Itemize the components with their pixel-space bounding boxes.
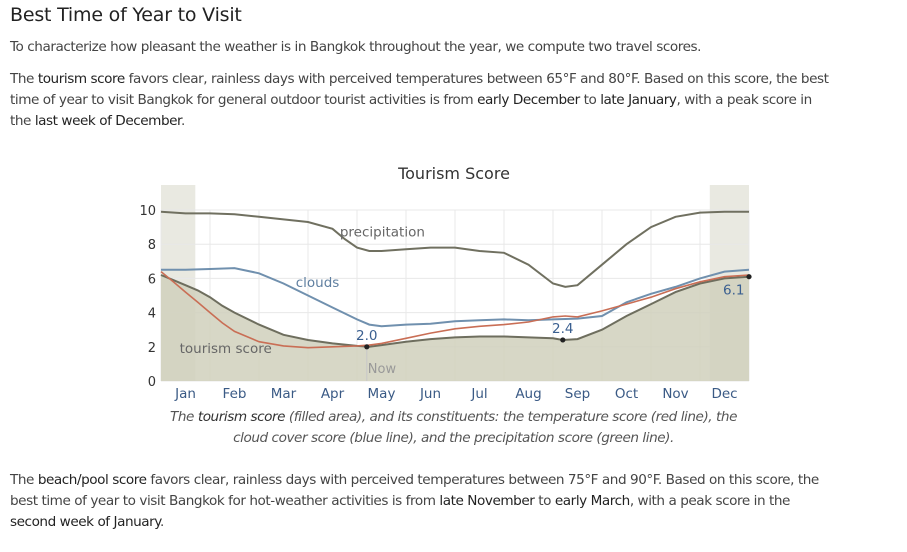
- x-axis: Jan Feb Mar Apr May Jun Jul Aug Sep Oct Nov Dec: [174, 386, 737, 402]
- text-segment: .: [159, 514, 164, 530]
- highlight-text: late January: [600, 92, 677, 108]
- annotations: 2.0 2.4 6.1: [356, 274, 752, 350]
- precipitation-label: precipitation: [340, 225, 425, 241]
- text-segment: .: [180, 113, 185, 129]
- chart-caption: The tourism score (filled area), and its…: [0, 407, 907, 449]
- annotation-label: 6.1: [723, 283, 744, 299]
- beach-score-paragraph: The beach/pool score favors clear, rainl…: [10, 470, 890, 533]
- highlight-text: late November: [439, 493, 535, 509]
- x-tick-label: May: [368, 386, 396, 402]
- temperature-line: [160, 270, 750, 349]
- text-segment: favors clear, rainless days with perceiv…: [146, 472, 819, 488]
- highlight-text: tourism score: [37, 71, 125, 87]
- annotation-label: 2.0: [356, 328, 377, 344]
- highlight-text: second week of January: [10, 514, 160, 530]
- x-tick-label: Nov: [662, 386, 688, 402]
- series-labels: precipitation clouds tourism score: [180, 225, 425, 357]
- y-tick-label: 8: [148, 238, 156, 253]
- highlight-text: last week of December: [34, 113, 182, 129]
- text-segment: to: [579, 92, 601, 108]
- tourism-score-fill: [161, 275, 749, 381]
- precipitation-line: [160, 210, 749, 288]
- tourism-score-area: [160, 274, 750, 381]
- text-segment: time of year to visit Bangkok for genera…: [10, 92, 478, 108]
- highlight-text: early March: [554, 493, 630, 509]
- text-segment: The: [170, 409, 198, 425]
- x-tick-label: Sep: [565, 386, 590, 402]
- y-tick-label: 10: [139, 204, 156, 219]
- annotation-label: 2.4: [552, 321, 573, 337]
- chart-title: Tourism Score: [397, 164, 510, 183]
- y-axis: 0 2 4 6 8 10: [139, 204, 156, 390]
- annotation-point: [560, 337, 566, 343]
- x-tick-label: Aug: [515, 386, 541, 402]
- text-segment: best time of year to visit Bangkok for h…: [10, 493, 440, 509]
- x-tick-label: Jan: [174, 386, 196, 402]
- x-tick-label: Mar: [271, 386, 297, 402]
- clouds-line: [161, 267, 750, 328]
- x-tick-label: Oct: [615, 386, 638, 402]
- tourism-score-label: tourism score: [180, 341, 272, 357]
- text-segment: cloud cover score (blue line), and the p…: [233, 430, 674, 446]
- text-segment: The: [10, 472, 38, 488]
- now-label: Now: [368, 362, 397, 377]
- text-segment: , with a peak score in: [676, 92, 812, 108]
- tourism-score-line: [160, 274, 750, 348]
- tourism-score-paragraph: The tourism score favors clear, rainless…: [10, 69, 890, 132]
- text-segment: , with a peak score in the: [629, 493, 791, 509]
- annotation-point: [364, 344, 370, 350]
- y-tick-label: 2: [148, 341, 156, 356]
- tourism-score-chart: Tourism Score Now precipitation clouds tou…: [139, 164, 752, 402]
- x-tick-label: Feb: [223, 386, 247, 402]
- text-segment: to: [534, 493, 555, 509]
- annotation-point: [746, 274, 752, 280]
- clouds-label: clouds: [296, 275, 340, 291]
- text-segment: the: [10, 113, 35, 129]
- y-tick-label: 6: [148, 272, 156, 287]
- x-tick-label: Dec: [711, 386, 737, 402]
- x-tick-label: Apr: [321, 386, 345, 402]
- y-tick-label: 0: [148, 375, 156, 390]
- intro-paragraph: To characterize how pleasant the weather…: [10, 39, 702, 55]
- constituent-lines: [160, 210, 750, 349]
- y-tick-label: 4: [148, 307, 156, 322]
- text-segment: favors clear, rainless days with perceiv…: [124, 71, 829, 87]
- page-title: Best Time of Year to Visit: [10, 4, 242, 26]
- x-tick-label: Jun: [419, 386, 441, 402]
- highlight-text: early December: [477, 92, 580, 108]
- text-segment: (filled area), and its constituents: the…: [285, 409, 738, 425]
- text-segment: The: [10, 71, 38, 87]
- highlight-text: tourism score: [197, 409, 286, 425]
- x-tick-label: Jul: [470, 386, 487, 402]
- highlight-text: beach/pool score: [37, 472, 147, 488]
- now-marker: Now: [366, 346, 397, 381]
